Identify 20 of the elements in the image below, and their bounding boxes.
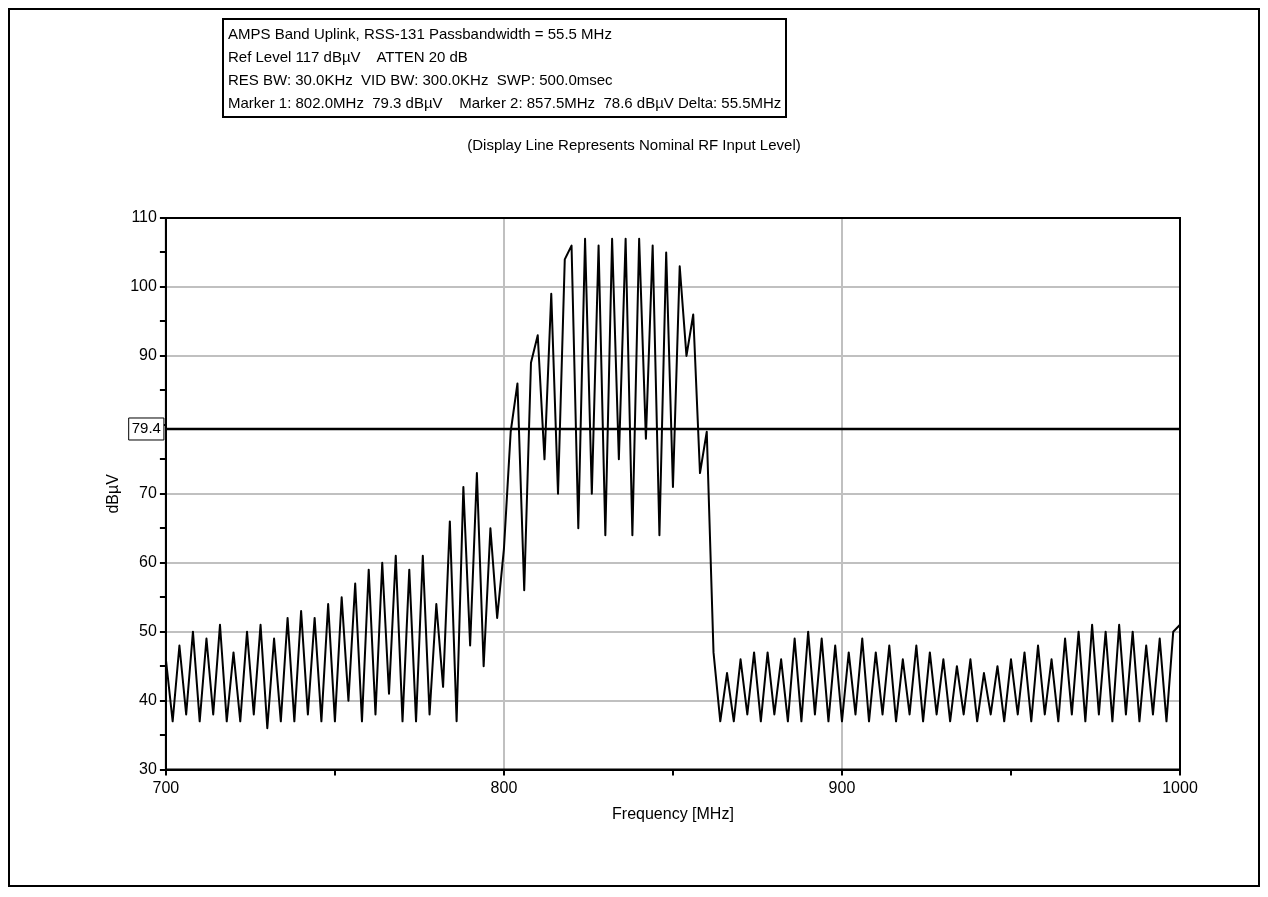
x-tick-label: 800 [490, 778, 518, 796]
y-tick-label: 110 [131, 208, 157, 226]
y-axis-title: dBµV [104, 473, 122, 514]
y-tick-label: 70 [139, 484, 157, 502]
chart-title: AMPS Band Uplink, RSS-131 Passbandwidth = 55.5 MHz [228, 24, 613, 44]
text: Ref Level 117 dBµV ATTEN 20 dB [228, 47, 469, 67]
y-tick-label: 100 [130, 277, 157, 295]
y-tick-label: 30 [139, 760, 157, 778]
x-axis-title: Frequency [MHz] [612, 804, 734, 822]
x-tick-label: 1000 [1162, 778, 1198, 796]
x-tick-label: 900 [828, 778, 856, 796]
y-tick-label: 90 [139, 346, 157, 364]
x-tick-label: 700 [152, 778, 180, 796]
text: RES BW: 30.0KHz VID BW: 300.0KHz SWP: 500.0msec [228, 70, 614, 90]
text: Marker 1: 802.0MHz 79.3 dBµV Marker 2: 857.5MHz 78.6 dBµV Delta: 55.5MHz [228, 93, 782, 113]
chart-subtitle: (Display Line Represents Nominal RF Input Level) [466, 136, 802, 153]
y-tick-label: 50 [139, 622, 157, 640]
y-tick-label: 60 [139, 553, 157, 571]
y-tick-label: 40 [139, 691, 157, 709]
ref-line-label: 79.4 [131, 419, 161, 437]
